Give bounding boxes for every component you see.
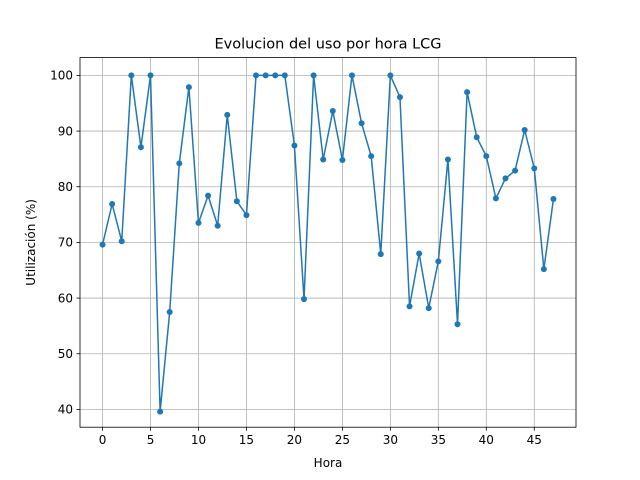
x-tick-label: 5 <box>147 433 155 447</box>
data-point <box>301 296 308 303</box>
data-point <box>195 219 202 226</box>
data-point <box>310 72 317 79</box>
data-point <box>320 156 327 163</box>
x-tick-label: 45 <box>527 433 542 447</box>
y-tick-label: 90 <box>58 124 73 138</box>
data-point <box>147 72 154 79</box>
chart-title: Evolucion del uso por hora LCG <box>214 37 441 53</box>
data-point <box>348 72 355 79</box>
data-point <box>157 408 164 415</box>
series-line <box>101 74 555 413</box>
data-point <box>214 222 221 229</box>
data-point <box>454 321 461 328</box>
data-point <box>483 153 490 160</box>
data-point <box>531 165 538 172</box>
data-point <box>387 72 394 79</box>
data-point <box>512 167 519 174</box>
data-point <box>118 238 125 245</box>
data-point <box>368 153 375 160</box>
data-point <box>492 195 499 202</box>
data-point <box>444 156 451 163</box>
data-point <box>262 72 269 79</box>
x-tick-label: 30 <box>383 433 398 447</box>
data-point <box>253 72 260 79</box>
data-point <box>435 258 442 265</box>
x-axis-ticks: 0 5 10 15 20 25 30 35 40 45 <box>99 427 542 447</box>
data-point <box>233 198 240 205</box>
data-point <box>550 195 557 202</box>
data-point <box>502 175 509 182</box>
x-tick-label: 40 <box>479 433 494 447</box>
x-tick-label: 25 <box>335 433 350 447</box>
y-tick-label: 40 <box>58 403 73 417</box>
data-point <box>358 120 365 127</box>
x-tick-label: 15 <box>239 433 254 447</box>
data-point <box>224 111 231 118</box>
grid <box>80 57 576 428</box>
data-point <box>464 89 471 96</box>
y-axis-ticks: 40 50 60 70 80 90 100 <box>50 69 80 417</box>
data-point <box>137 144 144 151</box>
data-point <box>291 142 298 149</box>
y-axis-label: Utilización (%) <box>24 199 38 286</box>
data-point <box>176 160 183 167</box>
data-point <box>243 212 250 219</box>
data-point <box>109 200 116 207</box>
data-point <box>416 250 423 257</box>
data-point <box>185 84 192 91</box>
data-point <box>396 94 403 101</box>
y-tick-label: 60 <box>58 291 73 305</box>
data-point <box>128 72 135 79</box>
y-tick-label: 70 <box>58 236 73 250</box>
series-layer <box>99 72 557 415</box>
data-point <box>272 72 279 79</box>
y-tick-label: 80 <box>58 180 73 194</box>
data-point <box>521 126 528 133</box>
data-point <box>205 192 212 199</box>
data-point <box>377 251 384 258</box>
data-point <box>425 305 432 312</box>
data-point <box>339 157 346 164</box>
y-tick-label: 50 <box>58 347 73 361</box>
data-point <box>166 308 173 315</box>
x-tick-label: 0 <box>99 433 107 447</box>
x-tick-label: 20 <box>287 433 302 447</box>
x-axis-label: Hora <box>314 456 343 470</box>
y-tick-label: 100 <box>50 69 73 83</box>
x-tick-label: 35 <box>431 433 446 447</box>
data-point <box>281 72 288 79</box>
data-point <box>540 266 547 273</box>
data-point <box>329 108 336 115</box>
x-tick-label: 10 <box>191 433 206 447</box>
data-point <box>99 241 106 248</box>
data-point <box>406 303 413 310</box>
data-point <box>473 134 480 141</box>
